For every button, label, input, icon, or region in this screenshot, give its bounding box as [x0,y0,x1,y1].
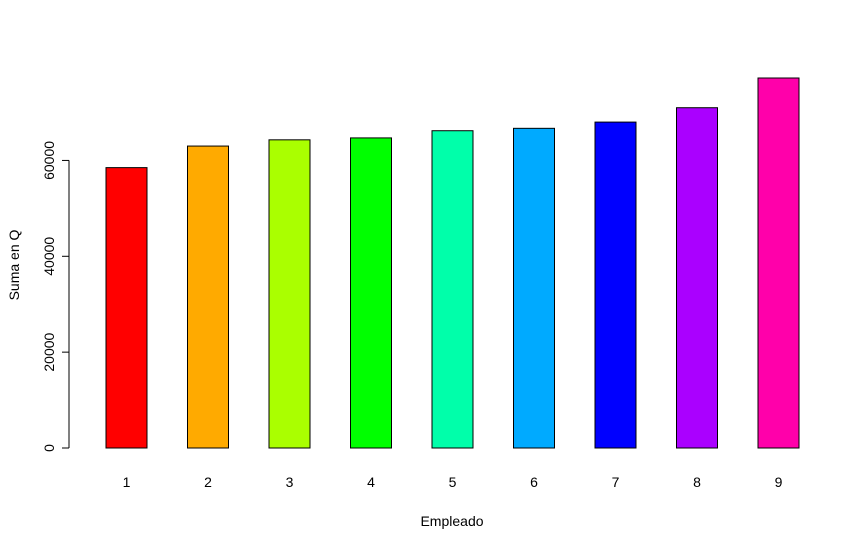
bar-6 [513,127,555,449]
bar-7 [594,121,637,449]
x-tick-label-4: 4 [367,474,375,490]
x-tick-label-1: 1 [123,474,131,490]
x-tick-label-5: 5 [449,474,457,490]
y-axis: 0 20000 40000 60000 [41,141,70,452]
bar-3 [268,139,311,449]
bar-4 [350,137,392,449]
bar-8 [676,107,718,449]
y-axis-label: Suma en Q [6,229,22,300]
bar-1 [105,167,148,449]
x-tick-label-9: 9 [775,474,783,490]
y-tick-label-0: 0 [41,444,57,452]
y-tick-label-40000: 40000 [41,237,57,276]
x-tick-label-2: 2 [204,474,212,490]
bar-9 [757,77,800,449]
x-axis-label: Empleado [420,513,483,529]
y-tick-label-20000: 20000 [41,332,57,371]
bar-5 [431,130,474,449]
bars-group [105,77,800,449]
x-tick-label-3: 3 [286,474,294,490]
x-tick-label-7: 7 [612,474,620,490]
y-tick-label-60000: 60000 [41,141,57,180]
bar-2 [187,145,229,449]
x-tick-labels: 1 2 3 4 5 6 7 8 9 [123,474,783,490]
x-tick-label-8: 8 [693,474,701,490]
x-tick-label-6: 6 [530,474,538,490]
